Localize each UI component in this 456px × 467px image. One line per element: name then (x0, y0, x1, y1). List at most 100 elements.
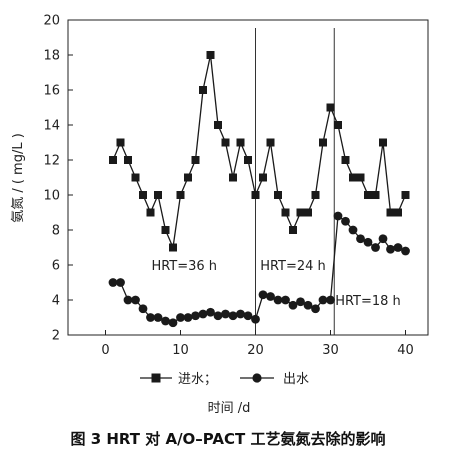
outflow-point (153, 313, 163, 322)
inflow-point (214, 121, 222, 129)
inflow-point (349, 173, 357, 182)
x-tick-label: 10 (172, 343, 189, 358)
inflow-point (394, 208, 402, 217)
inflow-point (341, 156, 350, 164)
outflow-point (131, 295, 140, 305)
outflow-point (363, 237, 373, 247)
legend: 进水 ； 出水 (140, 372, 309, 387)
outflow-point (236, 309, 245, 319)
inflow-point (154, 191, 162, 199)
outflow-point (348, 225, 358, 235)
outflow-point (251, 314, 260, 324)
y-axis-ticks: 2 4 6 8 10 12 14 16 18 20 (43, 14, 73, 344)
hrt-boundaries (255, 28, 335, 335)
inflow-point (274, 191, 282, 199)
inflow-point (371, 191, 380, 199)
inflow-point (131, 173, 140, 182)
x-tick-label: 40 (397, 343, 414, 358)
outflow-point (318, 295, 328, 305)
ammonia-chart: 0 10 20 30 40 2 4 6 8 10 12 14 16 18 20 HRT=36 h HRT=2… (11, 14, 429, 416)
hrt-annotation: HRT=24 h (260, 259, 326, 274)
inflow-point (161, 226, 170, 234)
outflow-point (243, 311, 253, 321)
outflow-point (371, 243, 380, 252)
outflow-point (326, 295, 335, 305)
y-tick-label: 10 (43, 189, 60, 204)
y-tick-label: 12 (43, 154, 60, 169)
inflow-point (169, 243, 177, 252)
outflow-point (311, 304, 320, 314)
outflow-point (356, 234, 365, 244)
outflow-point (281, 295, 290, 305)
annotations: HRT=36 h HRT=24 h HRT=18 h (151, 259, 400, 309)
outflow-point (378, 234, 388, 244)
inflow-point (251, 191, 260, 199)
figure-caption: 图 3 HRT 对 A/O–PACT 工艺氨氮去除的影响 (70, 430, 386, 448)
legend-label-outflow: 出水 (283, 372, 309, 387)
inflow-point (184, 173, 192, 182)
plot-frame (67, 19, 429, 336)
outflow-point (303, 300, 313, 310)
inflow-point (289, 226, 297, 234)
inflow-point (146, 208, 155, 217)
inflow-point (296, 208, 305, 217)
inflow-point (221, 138, 230, 147)
legend-separator: ； (204, 372, 217, 387)
inflow-point (139, 191, 147, 199)
outflow-point (401, 246, 410, 256)
inflow-point (244, 156, 252, 164)
x-tick-label: 30 (322, 343, 339, 358)
y-tick-label: 8 (52, 224, 60, 239)
x-axis-label: 时间 /d (208, 401, 251, 416)
inflow-point (229, 173, 237, 182)
y-tick-label: 18 (43, 49, 60, 64)
outflow-point (123, 295, 133, 305)
x-tick-label: 0 (101, 343, 109, 358)
inflow-point (206, 51, 215, 59)
inflow-point (364, 191, 372, 199)
inflow-point (379, 138, 387, 147)
outflow-point (146, 313, 155, 322)
y-axis-label: 氨氮 / ( mg/L ) (11, 133, 26, 223)
inflow-point (199, 86, 207, 94)
outflow-point (168, 318, 178, 328)
inflow-point (236, 138, 245, 147)
inflow-point (311, 191, 320, 199)
y-tick-label: 6 (52, 259, 60, 274)
inflow-point (386, 208, 395, 217)
outflow-point (288, 300, 298, 310)
legend-marker-inflow (151, 373, 161, 383)
inflow-point (266, 138, 275, 147)
hrt-annotation: HRT=18 h (335, 294, 401, 309)
outflow-point (221, 309, 230, 319)
inflow-point (319, 138, 327, 147)
outflow-point (206, 307, 215, 317)
outflow-point (138, 304, 148, 314)
series-group (108, 51, 410, 328)
outflow-point (266, 292, 275, 301)
inflow-point (401, 191, 410, 199)
inflow-point (281, 208, 290, 217)
outflow-point (198, 309, 208, 319)
y-tick-label: 14 (43, 119, 60, 134)
outflow-point (333, 211, 343, 221)
outflow-point (228, 311, 238, 321)
outflow-point (296, 297, 305, 307)
inflow-point (304, 208, 312, 217)
inflow-point (124, 156, 132, 164)
hrt-annotation: HRT=36 h (151, 259, 217, 274)
y-tick-label: 16 (43, 84, 60, 99)
outflow-point (116, 278, 125, 287)
outflow-point (258, 290, 268, 300)
y-tick-label: 20 (43, 14, 60, 29)
y-tick-label: 4 (52, 294, 60, 309)
series-line-inflow (112, 54, 407, 250)
outflow-point (191, 311, 200, 321)
inflow-point (259, 173, 267, 182)
inflow-point (109, 156, 117, 164)
inflow-point (356, 173, 365, 182)
outflow-point (213, 311, 223, 321)
outflow-point (273, 295, 283, 305)
outflow-point (393, 243, 403, 252)
outflow-point (161, 316, 170, 326)
